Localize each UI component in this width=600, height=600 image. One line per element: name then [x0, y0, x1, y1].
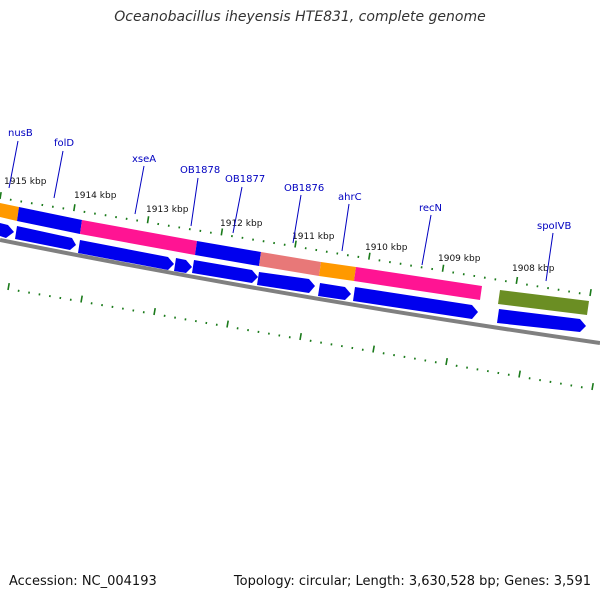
leader-line-xseA	[134, 165, 145, 215]
kbp-label: 1911 kbp	[292, 232, 335, 242]
kbp-label: 1908 kbp	[512, 264, 555, 274]
gene-label-lines	[8, 140, 554, 282]
accession-text: Accession: NC_004193	[9, 574, 157, 589]
major-tick	[294, 240, 297, 248]
gene-block-pink-2[interactable]	[354, 267, 482, 300]
gene-label-OB1876[interactable]: OB1876	[284, 183, 324, 194]
kbp-label: 1913 kbp	[146, 205, 189, 215]
gene-label-recN[interactable]: recN	[419, 203, 442, 214]
map-title: Oceanobacillus iheyensis HTE831, complet…	[114, 9, 486, 25]
major-tick	[515, 276, 519, 285]
tick-row-inner	[7, 282, 594, 391]
major-tick	[226, 320, 229, 328]
major-tick	[0, 191, 2, 200]
major-tick	[445, 357, 448, 366]
major-tick	[589, 288, 592, 297]
gene-strip-outer	[0, 203, 589, 315]
gene-labels: nusB folD xseA OB1878 OB1877 OB1876 ahrC…	[8, 128, 571, 232]
gene-block-blue-2[interactable]	[195, 241, 261, 266]
gene-block-orange-left[interactable]	[0, 203, 19, 221]
genome-summary-text: Topology: circular; Length: 3,630,528 bp…	[233, 574, 591, 589]
cds-arrow[interactable]	[353, 287, 478, 319]
major-tick	[518, 370, 521, 378]
gene-block-orange[interactable]	[319, 262, 356, 281]
kbp-label: 1910 kbp	[365, 243, 408, 253]
gene-block-olive[interactable]	[498, 290, 589, 315]
leader-line-OB1877	[232, 186, 243, 234]
cds-arrow[interactable]	[15, 226, 76, 250]
gene-label-xseA[interactable]: xseA	[132, 154, 156, 165]
major-tick	[80, 295, 83, 303]
major-tick	[146, 216, 150, 224]
gene-label-OB1878[interactable]: OB1878	[180, 165, 220, 176]
leader-line-nusB	[8, 140, 19, 189]
gene-block-pink-1[interactable]	[80, 220, 197, 255]
tick-row-outer	[0, 191, 592, 297]
cds-arrow[interactable]	[497, 309, 586, 332]
cds-arrow[interactable]	[78, 240, 174, 270]
leader-line-spoIVB	[545, 232, 554, 282]
cds-arrow[interactable]	[257, 272, 315, 293]
leader-line-OB1878	[190, 177, 199, 227]
cds-arrow[interactable]	[192, 260, 258, 283]
kbp-labels: 1915 kbp 1914 kbp 1913 kbp 1912 kbp 1911…	[4, 177, 555, 274]
kbp-label: 1914 kbp	[74, 191, 117, 201]
kbp-label: 1915 kbp	[4, 177, 47, 187]
leader-line-recN	[421, 214, 432, 266]
major-tick	[153, 307, 156, 316]
leader-line-ahrC	[341, 203, 350, 252]
major-tick	[372, 345, 375, 353]
major-tick	[441, 264, 445, 272]
gene-label-OB1877[interactable]: OB1877	[225, 174, 265, 185]
leader-line-folD	[53, 150, 64, 199]
major-tick	[591, 382, 594, 391]
cds-arrow[interactable]	[318, 283, 351, 300]
major-tick	[299, 332, 302, 341]
gene-block-blue-1[interactable]	[17, 207, 82, 234]
major-tick	[368, 252, 371, 260]
gene-label-folD[interactable]: folD	[54, 138, 74, 149]
cds-arrow-track	[0, 223, 586, 332]
cds-arrow[interactable]	[174, 258, 192, 273]
major-tick	[220, 228, 224, 236]
major-tick	[73, 204, 76, 212]
kbp-label: 1909 kbp	[438, 254, 481, 264]
gene-label-spoIVB[interactable]: spoIVB	[537, 221, 571, 232]
major-tick	[7, 282, 10, 291]
gene-label-ahrC[interactable]: ahrC	[338, 192, 362, 203]
genome-backbone	[0, 238, 600, 345]
kbp-label: 1912 kbp	[220, 219, 263, 229]
gene-block-salmon[interactable]	[259, 252, 321, 276]
cds-arrow[interactable]	[0, 223, 14, 238]
gene-label-nusB[interactable]: nusB	[8, 128, 33, 139]
leader-line-OB1876	[292, 194, 302, 244]
